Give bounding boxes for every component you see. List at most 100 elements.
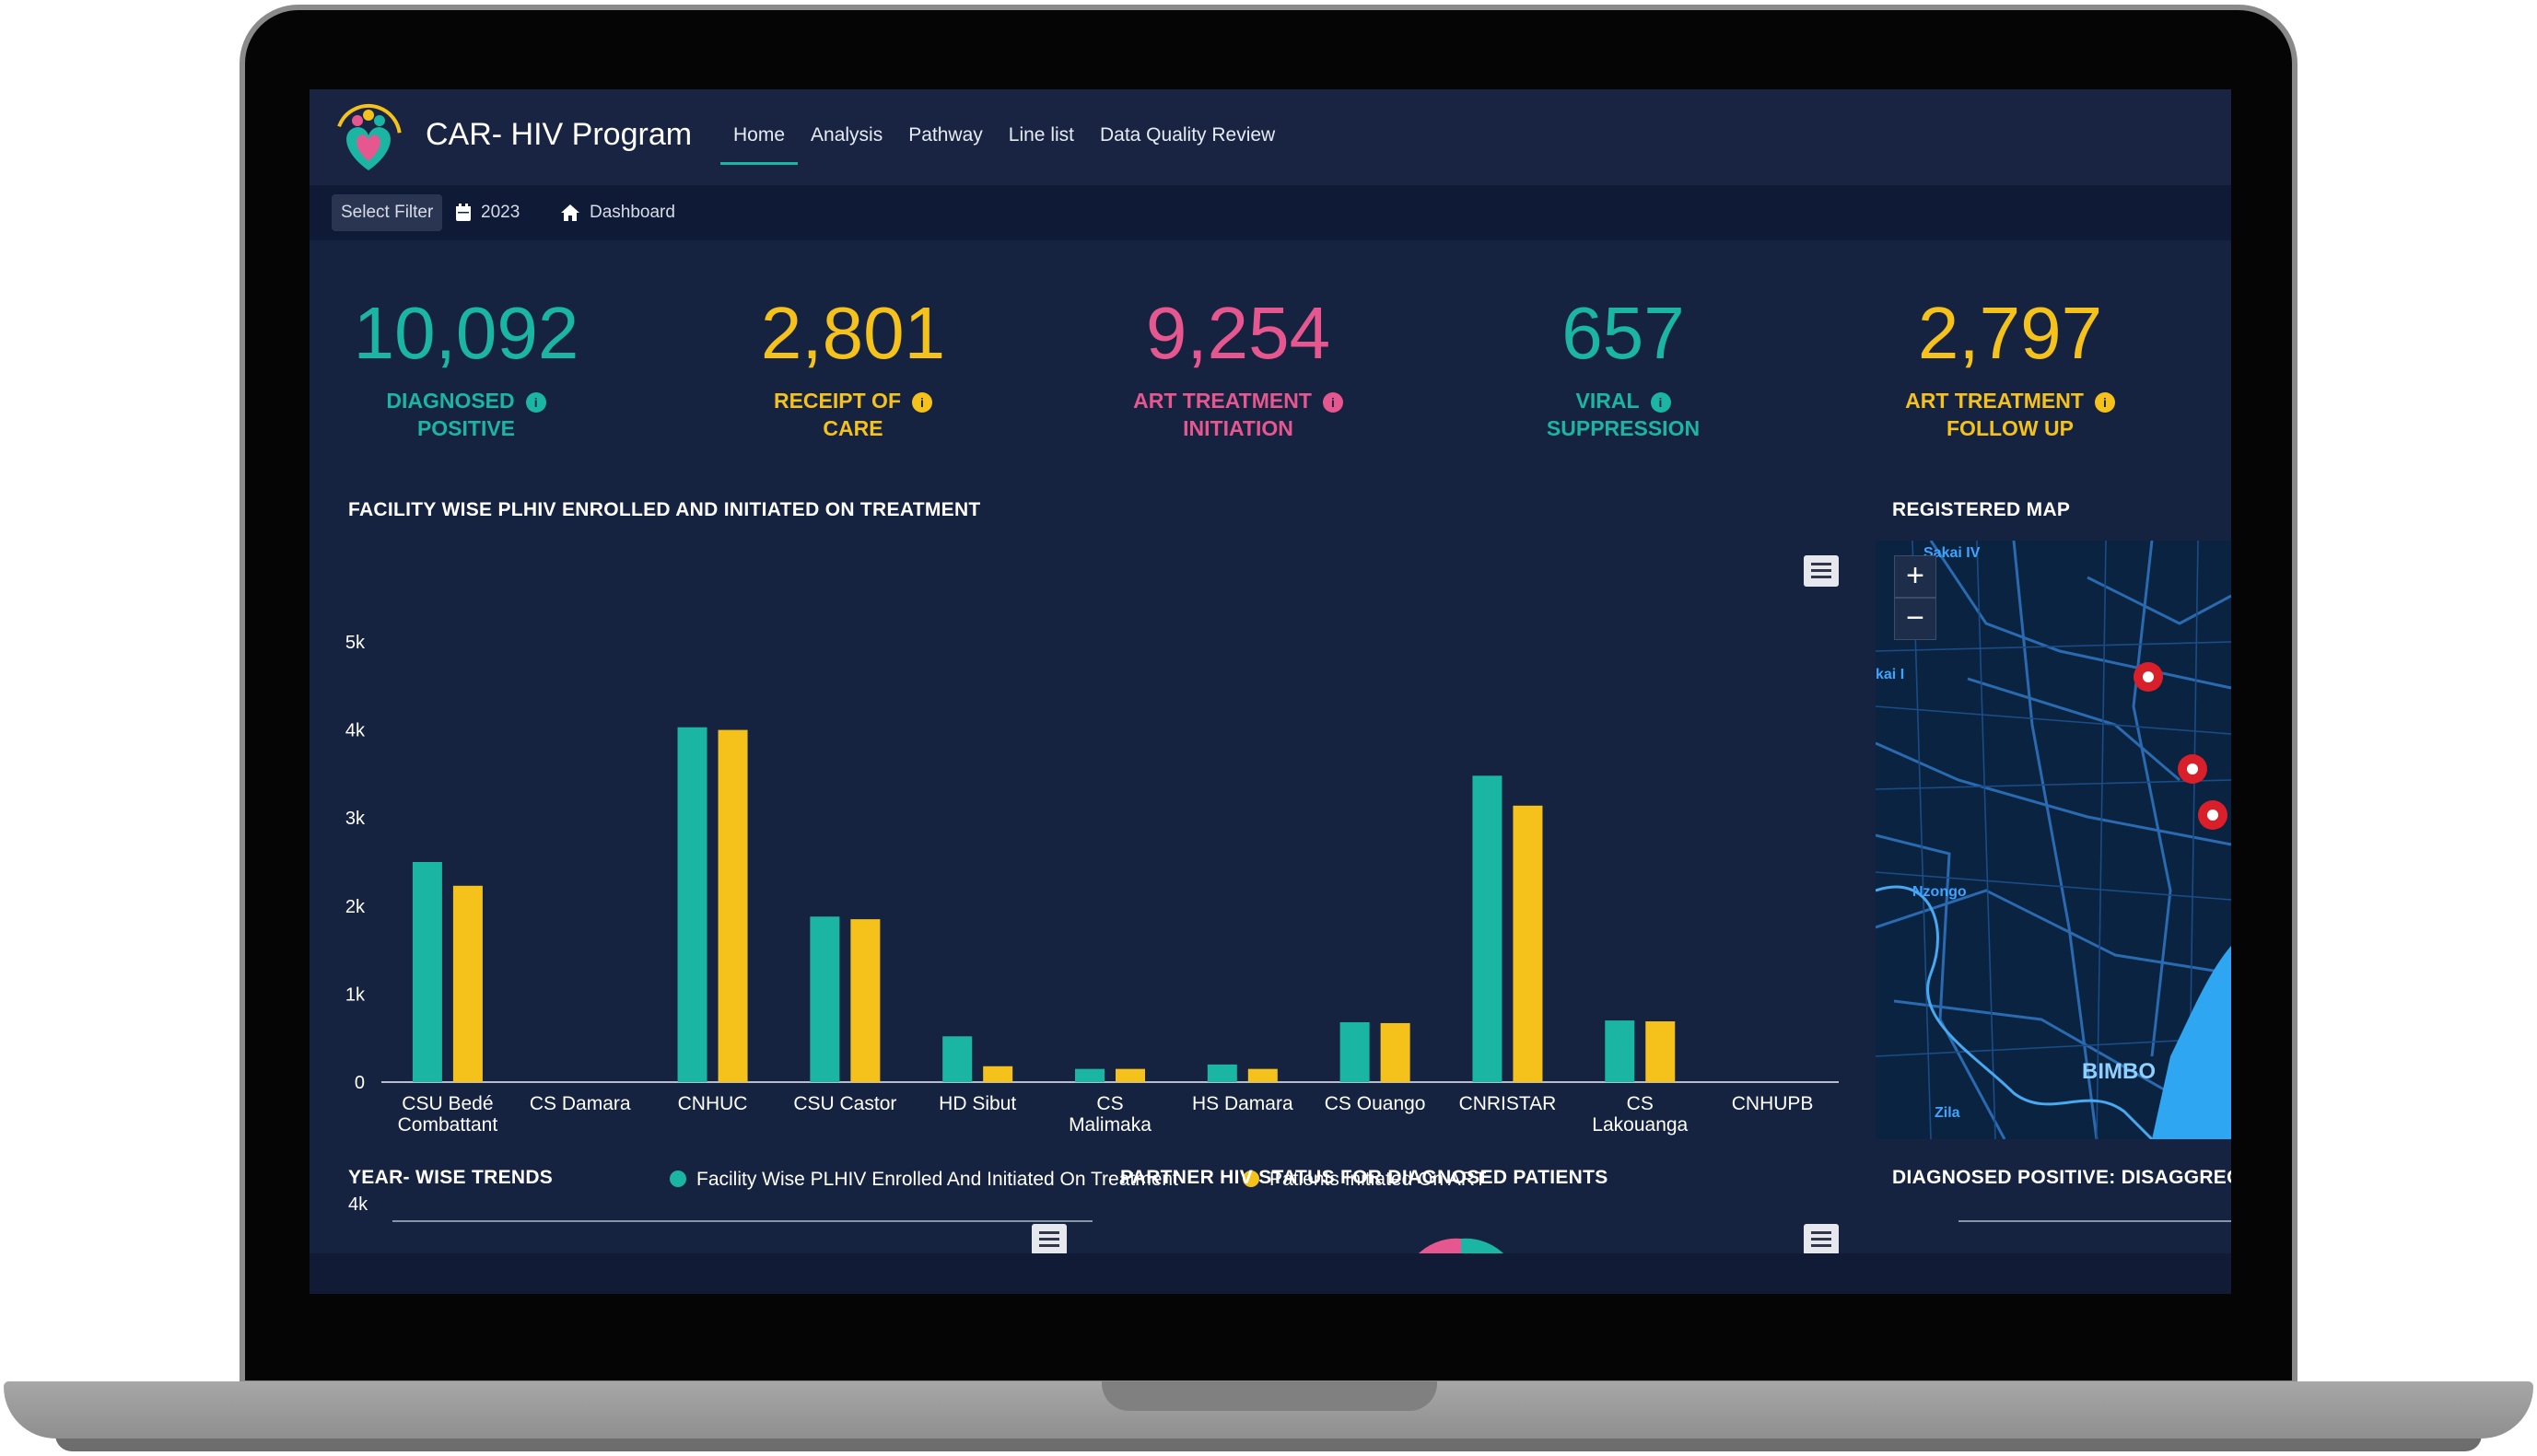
bar: [452, 885, 483, 1082]
y-tick-label: 5k: [345, 633, 366, 653]
x-tick-label: CS Ouango: [1325, 1093, 1426, 1114]
x-tick-label: HD Sibut: [939, 1093, 1016, 1114]
info-icon[interactable]: i: [1650, 391, 1671, 413]
kpi-art-treatment-initiation: 9,254 ART TREATMENT i INITIATION: [1081, 297, 1395, 442]
bar: [983, 1066, 1013, 1082]
legend-marker: [670, 1171, 686, 1187]
map-label: Zila: [1935, 1105, 1960, 1121]
y-tick-label: 1k: [345, 984, 366, 1005]
laptop-notch: [1102, 1381, 1437, 1411]
y-tick-label: 3k: [345, 809, 366, 829]
x-tick-label: Malimaka: [1069, 1114, 1152, 1136]
x-tick-label: CNHUPB: [1732, 1093, 1814, 1114]
year-trends-title: YEAR- WISE TRENDS: [348, 1167, 554, 1188]
bar: [1339, 1021, 1370, 1082]
legend-marker: [1243, 1171, 1259, 1187]
map-label: Nzongo: [1912, 884, 1967, 900]
bar: [1605, 1020, 1635, 1082]
info-icon[interactable]: i: [525, 391, 546, 413]
x-tick-label: CNHUC: [678, 1093, 748, 1114]
registered-map[interactable]: Sakai IV kai I Nzongo BIMBO Zila + −: [1876, 541, 2231, 1139]
year-trends-gridline: [392, 1220, 1093, 1222]
map-label: BIMBO: [2082, 1059, 2156, 1084]
kpi-label: RECEIPT OF i CARE: [774, 387, 932, 442]
bar: [412, 862, 442, 1082]
info-icon[interactable]: i: [2094, 391, 2115, 413]
bar: [1116, 1068, 1145, 1082]
map-label: kai I: [1876, 667, 1904, 682]
top-navbar: CAR- HIV Program Home Analysis Pathway L…: [310, 89, 2231, 185]
x-tick-label: HS Damara: [1192, 1093, 1293, 1114]
nav-line-list[interactable]: Line list: [1008, 124, 1074, 146]
app-title[interactable]: CAR- HIV Program: [426, 117, 693, 152]
year-trends-axis-tick: 4k: [348, 1194, 368, 1215]
year-selector[interactable]: 2023: [455, 194, 520, 231]
y-tick-label: 4k: [345, 721, 366, 741]
bar: [1247, 1068, 1278, 1082]
x-tick-label: CS: [1096, 1093, 1123, 1114]
facility-chart-title: FACILITY WISE PLHIV ENROLLED AND INITIAT…: [348, 499, 981, 520]
map-title: REGISTERED MAP: [1892, 499, 2071, 520]
home-icon: [561, 204, 579, 221]
breadcrumb-label: Dashboard: [590, 203, 675, 222]
kpi-value: 657: [1561, 292, 1685, 374]
x-tick-label: Lakouanga: [1592, 1114, 1688, 1136]
bar: [1207, 1064, 1237, 1082]
bar: [718, 729, 748, 1082]
bar: [942, 1036, 973, 1082]
partner-pie-chart: [1415, 1238, 1507, 1257]
year-value: 2023: [481, 203, 520, 222]
info-icon[interactable]: i: [912, 391, 932, 413]
bar: [1075, 1068, 1105, 1082]
map-label: Sakai IV: [1923, 545, 1981, 561]
kpi-label: VIRAL i SUPPRESSION: [1546, 389, 1701, 440]
kpi-value: 10,092: [353, 292, 579, 374]
legend-label: Patients Initiated On ART: [1269, 1169, 1487, 1190]
y-tick-label: 2k: [345, 897, 366, 917]
bar: [1645, 1021, 1676, 1082]
nav-analysis[interactable]: Analysis: [811, 124, 883, 146]
footer-strip: [310, 1253, 2231, 1294]
chart-menu-icon[interactable]: [1804, 555, 1839, 587]
map-tiles: Sakai IV kai I Nzongo BIMBO Zila: [1876, 541, 2231, 1139]
kpi-art-treatment-follow-up: 2,797 ART TREATMENT i FOLLOW UP: [1853, 297, 2167, 442]
filter-bar: Select Filter 2023 Dashboard: [310, 185, 2231, 240]
x-tick-label: CNRISTAR: [1459, 1093, 1557, 1114]
partner-status-title: PARTNER HIV STATUS FOR DIAGNOSED PATIENT…: [1120, 1167, 1608, 1188]
kpi-diagnosed-positive: 10,092 DIAGNOSED i POSITIVE: [310, 297, 623, 442]
x-tick-label: CS: [1627, 1093, 1654, 1114]
nav-data-quality-review[interactable]: Data Quality Review: [1099, 124, 1276, 146]
x-tick-label: Combattant: [398, 1114, 498, 1136]
program-logo-icon[interactable]: [332, 100, 405, 178]
bar: [1472, 775, 1502, 1082]
kpi-label: ART TREATMENT i FOLLOW UP: [1905, 387, 2115, 442]
nav-pathway[interactable]: Pathway: [908, 124, 983, 146]
x-tick-label: CSU Castor: [793, 1093, 896, 1114]
disaggregation-gridline: [1958, 1220, 2231, 1222]
disaggregation-title: DIAGNOSED POSITIVE: DISAGGREG: [1892, 1167, 2231, 1188]
bar: [810, 916, 840, 1082]
bar: [1380, 1022, 1410, 1082]
chart-menu-icon[interactable]: [1032, 1224, 1067, 1255]
dashboard-screen: CAR- HIV Program Home Analysis Pathway L…: [310, 89, 2231, 1294]
kpi-value: 9,254: [1145, 292, 1331, 374]
chart-menu-icon[interactable]: [1804, 1224, 1839, 1255]
bar: [1513, 805, 1543, 1082]
x-tick-label: CSU Bedé: [402, 1093, 493, 1114]
breadcrumb[interactable]: Dashboard: [560, 194, 675, 231]
kpi-receipt-of-care: 2,801 RECEIPT OF i CARE: [696, 297, 1010, 442]
zoom-out-button[interactable]: −: [1894, 598, 1936, 640]
y-tick-label: 0: [355, 1073, 365, 1093]
x-tick-label: CS Damara: [530, 1093, 631, 1114]
main-nav: Home Analysis Pathway Line list Data Qua…: [720, 89, 1288, 185]
kpi-value: 2,797: [1917, 292, 2103, 374]
info-icon[interactable]: i: [1322, 391, 1343, 413]
kpi-viral-suppression: 657 VIRAL i SUPPRESSION: [1467, 297, 1780, 442]
select-filter-button[interactable]: Select Filter: [332, 194, 443, 231]
kpi-label: ART TREATMENT i INITIATION: [1133, 387, 1343, 442]
zoom-in-button[interactable]: +: [1894, 555, 1936, 598]
nav-home[interactable]: Home: [720, 89, 799, 185]
bar: [850, 919, 881, 1082]
kpi-label: DIAGNOSED i POSITIVE: [386, 387, 546, 442]
